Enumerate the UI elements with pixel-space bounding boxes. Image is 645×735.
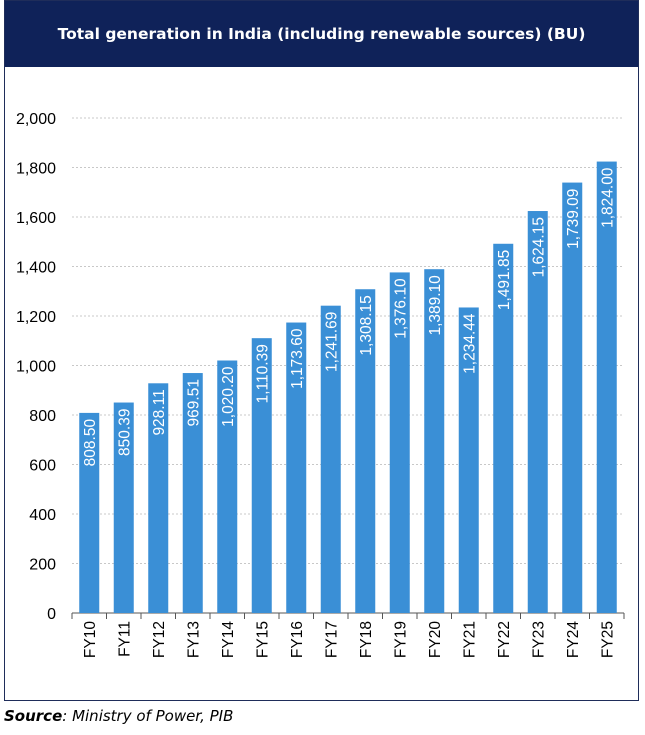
x-tick-label: FY10: [82, 621, 99, 658]
bar: [286, 322, 307, 613]
bar: [596, 161, 617, 613]
data-label: 1,234.44: [461, 313, 478, 374]
data-label: 1,173.60: [289, 328, 306, 389]
bar: [148, 383, 169, 613]
data-label: 1,624.15: [530, 217, 547, 277]
x-tick-label: FY14: [220, 621, 237, 658]
x-tick-label: FY21: [461, 621, 478, 658]
data-label: 1,739.09: [565, 189, 582, 249]
bar: [79, 412, 100, 613]
y-tick-label: 1,000: [16, 359, 56, 376]
bar: [424, 269, 445, 613]
data-label: 808.50: [82, 419, 99, 467]
source-note: Source: Ministry of Power, PIB: [4, 707, 233, 725]
x-tick-label: FY15: [254, 621, 271, 658]
x-tick-label: FY20: [427, 621, 444, 658]
y-tick-label: 200: [29, 557, 56, 574]
bar: [493, 243, 514, 613]
y-tick-label: 1,800: [16, 161, 56, 178]
y-tick-label: 1,200: [16, 309, 56, 326]
y-tick-label: 1,400: [16, 260, 56, 277]
bar: [389, 272, 410, 613]
data-label: 928.11: [151, 389, 168, 435]
x-tick-label: FY12: [151, 621, 168, 658]
y-tick-label: 800: [29, 408, 56, 425]
y-tick-label: 1,600: [16, 210, 56, 227]
data-label: 1,389.10: [427, 275, 444, 336]
data-label: 1,110.39: [254, 344, 271, 403]
x-tick-label: FY22: [496, 621, 513, 658]
y-tick-label: 2,000: [16, 111, 56, 128]
source-text: : Ministry of Power, PIB: [62, 707, 234, 725]
bar: [355, 289, 376, 613]
x-tick-label: FY18: [358, 621, 375, 658]
data-label: 1,241.69: [323, 312, 340, 372]
data-label: 1,824.00: [599, 167, 616, 228]
x-tick-label: FY19: [392, 621, 409, 658]
data-label: 850.39: [116, 409, 133, 456]
x-tick-label: FY17: [323, 621, 340, 658]
y-tick-label: 0: [47, 606, 56, 623]
x-tick-label: FY13: [185, 621, 202, 658]
data-label: 1,020.20: [220, 366, 237, 427]
bar: [562, 182, 583, 613]
bar: [182, 373, 203, 613]
x-tick-label: FY16: [289, 621, 306, 658]
x-tick-label: FY23: [530, 621, 547, 658]
source-label: Source: [4, 707, 63, 725]
bar: [320, 305, 341, 613]
bar: [527, 211, 548, 613]
data-label: 1,308.15: [358, 295, 375, 355]
bar-chart: 0 200 400 600 800 1,000 1,200 1,400 1,600 1,800 2,…: [16, 111, 625, 658]
y-tick-label: 400: [29, 507, 56, 524]
x-tick-label: FY25: [599, 621, 616, 658]
x-tick-label: FY11: [116, 621, 133, 657]
data-label: 1,376.10: [392, 278, 409, 339]
x-tick-label: FY24: [565, 621, 582, 658]
bar: [251, 338, 272, 613]
data-label: 1,491.85: [496, 250, 513, 310]
bar: [458, 307, 479, 613]
y-tick-label: 600: [29, 458, 56, 475]
data-label: 969.51: [185, 379, 202, 426]
chart-title: Total generation in India (including ren…: [5, 1, 638, 67]
bar: [113, 402, 134, 613]
bar: [217, 360, 238, 613]
